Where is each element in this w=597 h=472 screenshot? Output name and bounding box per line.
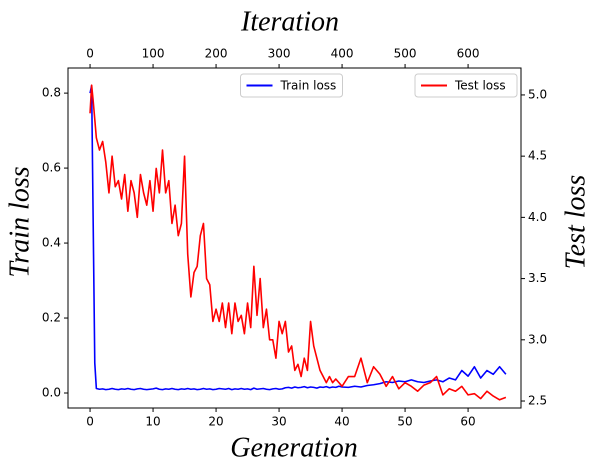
legend-box [414, 73, 518, 98]
line-series [89, 84, 507, 401]
x2-tick-label: 200 [205, 47, 228, 61]
x2-tick-label: 500 [394, 47, 417, 61]
y-tick-label: 0.8 [42, 86, 61, 100]
x-tick-label: 60 [460, 415, 475, 429]
y2-tick-label: 3.5 [528, 271, 547, 285]
y2-tick-label: 5.0 [528, 87, 547, 101]
y2-tick-label: 4.0 [528, 210, 547, 224]
y2-tick-label: 3.0 [528, 332, 547, 346]
x2-tick-label: 600 [457, 47, 480, 61]
legend-box [240, 73, 343, 98]
x2-tick-label: 400 [331, 47, 354, 61]
y2-axis-label: Test loss [560, 175, 591, 270]
y-tick-label: 0.4 [42, 236, 61, 250]
x-tick-label: 0 [86, 415, 94, 429]
x-axis-label: Generation [230, 432, 358, 463]
x-tick-label: 10 [145, 415, 160, 429]
x2-tick-label: 300 [268, 47, 291, 61]
x-tick-label: 30 [271, 415, 286, 429]
legend-label: Train loss [280, 79, 337, 93]
x-tick-label: 50 [397, 415, 412, 429]
x2-tick-label: 0 [86, 47, 94, 61]
y2-tick-label: 4.5 [528, 149, 547, 163]
x-tick-label: 20 [208, 415, 223, 429]
y-axis-label: Train loss [4, 166, 35, 277]
line-series [89, 84, 507, 391]
y-tick-label: 0.0 [42, 386, 61, 400]
legend-label: Test loss [454, 79, 506, 93]
y-tick-label: 0.2 [42, 311, 61, 325]
y-tick-label: 0.6 [42, 161, 61, 175]
x2-tick-label: 100 [142, 47, 165, 61]
plot-frame [67, 67, 522, 409]
y2-tick-label: 2.5 [528, 394, 547, 408]
x2-axis-label: Iteration [240, 6, 339, 37]
x-tick-label: 40 [334, 415, 349, 429]
